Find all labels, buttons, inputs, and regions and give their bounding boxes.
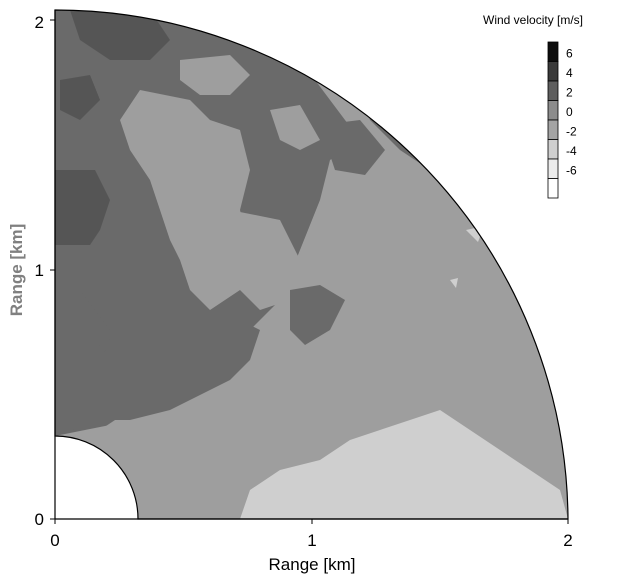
colorbar-swatch	[547, 100, 559, 121]
y-tick-label: 0	[35, 510, 44, 529]
colorbar-level-label: -4	[566, 144, 577, 158]
region-upper-right-spot	[320, 120, 385, 175]
colorbar-level-label: -2	[566, 125, 577, 139]
colorbar-swatch	[547, 80, 559, 101]
region-left-lobe-small	[60, 75, 100, 120]
region-mid-right-spot	[290, 285, 345, 345]
colorbar-level-label: -6	[566, 164, 577, 178]
colorbar: Wind velocity [m/s] 6 4 2 0 -2 -4 -6	[483, 13, 583, 199]
region-top-edge-patch	[70, 10, 170, 60]
x-axis-label: Range [km]	[269, 555, 356, 574]
region-mid-pocket	[230, 210, 300, 310]
x-tick-label: 0	[50, 531, 59, 550]
region-bottom-right-patch	[240, 410, 568, 519]
x-tick-label: 1	[307, 531, 316, 550]
y-tick-label: 2	[35, 13, 44, 32]
sector-outline	[54, 9, 569, 520]
y-ticks: 0 1 2	[35, 13, 55, 529]
colorbar-level-label: 2	[566, 86, 573, 100]
colorbar-title: Wind velocity [m/s]	[483, 13, 583, 27]
x-tick-label: 2	[563, 531, 572, 550]
region-left-lobe	[55, 170, 110, 245]
colorbar-swatch	[547, 119, 559, 140]
region-dark-speck	[95, 338, 110, 352]
colorbar-level-label: 6	[566, 47, 573, 61]
colorbar-swatch	[547, 61, 559, 82]
colorbar-swatch	[547, 178, 559, 199]
region-inner-ring-band	[55, 420, 280, 519]
colorbar-labels: 6 4 2 0 -2 -4 -6	[566, 47, 577, 178]
y-tick-label: 1	[35, 261, 44, 280]
region-right-pocket	[270, 105, 320, 150]
x-ticks: 0 1 2	[50, 519, 573, 550]
colorbar-level-label: 0	[566, 105, 573, 119]
colorbar-swatch	[547, 41, 559, 62]
region-center-pocket	[120, 90, 250, 310]
contour-regions	[55, 10, 568, 519]
y-axis-label: Range [km]	[7, 224, 26, 317]
colorbar-swatch	[547, 139, 559, 160]
region-lower-left-band	[55, 290, 260, 436]
region-light-speck	[450, 278, 458, 288]
colorbar-swatch	[547, 158, 559, 179]
region-upper-pocket	[180, 55, 250, 95]
colorbar-boxes	[547, 41, 559, 199]
colorbar-level-label: 4	[566, 66, 573, 80]
